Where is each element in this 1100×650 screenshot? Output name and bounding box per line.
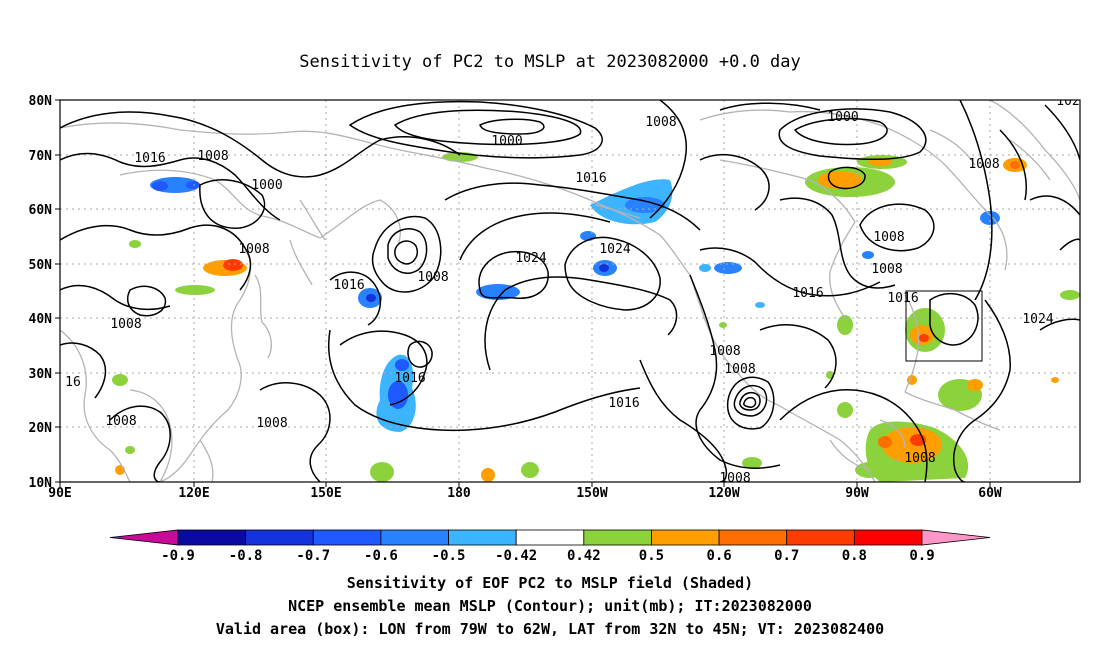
contour-label: 1016 bbox=[608, 396, 639, 411]
colorbar-swatch bbox=[380, 529, 449, 546]
colorbar-label: 0.6 bbox=[706, 548, 731, 564]
contour-label: 1008 bbox=[105, 414, 136, 429]
colorbar-label: -0.9 bbox=[161, 548, 195, 564]
grid-lines bbox=[60, 100, 1080, 482]
lon-tick-label: 90W bbox=[845, 486, 869, 501]
contour-label: 1008 bbox=[873, 230, 904, 245]
contour-label: 102 bbox=[1056, 94, 1079, 109]
contour-label: 1016 bbox=[134, 151, 165, 166]
map-title: Sensitivity of PC2 to MSLP at 2023082000… bbox=[299, 52, 801, 72]
footer-line-1: Sensitivity of EOF PC2 to MSLP field (Sh… bbox=[347, 574, 753, 592]
colorbar-swatch bbox=[448, 529, 517, 546]
colorbar-label: -0.42 bbox=[495, 548, 537, 564]
contour-label: 1008 bbox=[238, 242, 269, 257]
colorbar-max-arrow bbox=[921, 529, 991, 546]
map-area: 1016 1008 1000 1008 1008 1016 1008 1024 … bbox=[60, 94, 1080, 486]
contour-label: 1024 bbox=[515, 251, 546, 266]
colorbar-swatch bbox=[177, 529, 247, 546]
lat-tick-label: 80N bbox=[29, 94, 53, 109]
sensitivity-shading bbox=[112, 152, 1080, 482]
contour-label: 1008 bbox=[256, 416, 287, 431]
footer-line-2: NCEP ensemble mean MSLP (Contour); unit(… bbox=[288, 597, 812, 615]
colorbar-swatch bbox=[786, 529, 855, 546]
contour-label: 1008 bbox=[904, 451, 935, 466]
contour-label: 1000 bbox=[251, 178, 282, 193]
contour-label: 1008 bbox=[724, 362, 755, 377]
lat-tick-label: 50N bbox=[29, 258, 53, 273]
lon-tick-label: 150W bbox=[576, 486, 607, 501]
colorbar-min-arrow bbox=[109, 529, 179, 546]
contour-label: 1008 bbox=[110, 317, 141, 332]
contour-label: 1016 bbox=[394, 371, 425, 386]
lat-tick-label: 20N bbox=[29, 421, 53, 436]
colorbar-swatch bbox=[718, 529, 788, 546]
contour-label: 1008 bbox=[968, 157, 999, 172]
colorbar-label: -0.7 bbox=[296, 548, 330, 564]
colorbar-swatch bbox=[853, 529, 923, 546]
footer-line-3: Valid area (box): LON from 79W to 62W, L… bbox=[216, 620, 884, 638]
lat-tick-label: 10N bbox=[29, 476, 53, 491]
colorbar-label: 0.8 bbox=[842, 548, 867, 564]
colorbar-label: 0.7 bbox=[774, 548, 799, 564]
colorbar-swatch bbox=[515, 529, 585, 546]
contour-label: 1008 bbox=[197, 149, 228, 164]
colorbar-label: -0.8 bbox=[229, 548, 263, 564]
colorbar: -0.9 -0.8 -0.7 -0.6 -0.5 -0.42 0.42 0.5 0.6 0.7 0.… bbox=[109, 529, 991, 564]
colorbar-label: -0.5 bbox=[432, 548, 466, 564]
map-frame bbox=[59, 99, 1081, 483]
contour-label: 1000 bbox=[827, 110, 858, 125]
longitude-axis: 90E 120E 150E 180 150W 120W 90W 60W bbox=[48, 482, 1002, 501]
lon-tick-label: 180 bbox=[447, 486, 471, 501]
contour-label: 1008 bbox=[417, 270, 448, 285]
contour-label: 1016 bbox=[887, 291, 918, 306]
contour-label: 1008 bbox=[719, 471, 750, 486]
lon-tick-label: 60W bbox=[978, 486, 1002, 501]
contour-label: 1016 bbox=[333, 278, 364, 293]
lat-tick-label: 70N bbox=[29, 149, 53, 164]
lon-tick-label: 120W bbox=[708, 486, 739, 501]
contour-label: 1008 bbox=[645, 115, 676, 130]
contour-label: 1016 bbox=[575, 171, 606, 186]
colorbar-swatch bbox=[245, 529, 314, 546]
colorbar-label: 0.9 bbox=[909, 548, 934, 564]
contour-label: 1024 bbox=[1022, 312, 1053, 327]
contour-labels: 1016 1008 1000 1008 1008 1016 1008 1024 … bbox=[65, 94, 1080, 486]
lon-tick-label: 120E bbox=[178, 486, 209, 501]
contour-label: 1016 bbox=[792, 286, 823, 301]
lat-tick-label: 60N bbox=[29, 203, 53, 218]
colorbar-label: 0.5 bbox=[639, 548, 664, 564]
colorbar-swatch bbox=[583, 529, 652, 546]
lon-tick-label: 150E bbox=[310, 486, 341, 501]
latitude-axis: 80N 70N 60N 50N 40N 30N 20N 10N bbox=[29, 94, 60, 491]
lon-tick-label: 90E bbox=[48, 486, 71, 501]
lat-tick-label: 40N bbox=[29, 312, 53, 327]
valid-area-box bbox=[905, 290, 983, 362]
contour-label: 1000 bbox=[491, 134, 522, 149]
colorbar-swatch bbox=[312, 529, 382, 546]
colorbar-label: 0.42 bbox=[567, 548, 601, 564]
coastlines bbox=[60, 100, 1080, 482]
contour-label: 16 bbox=[65, 375, 81, 390]
colorbar-label: -0.6 bbox=[364, 548, 398, 564]
colorbar-swatch bbox=[651, 529, 720, 546]
mslp-contours bbox=[60, 100, 1080, 482]
contour-label: 1008 bbox=[709, 344, 740, 359]
contour-label: 1024 bbox=[599, 242, 630, 257]
contour-label: 1008 bbox=[871, 262, 902, 277]
lat-tick-label: 30N bbox=[29, 367, 53, 382]
